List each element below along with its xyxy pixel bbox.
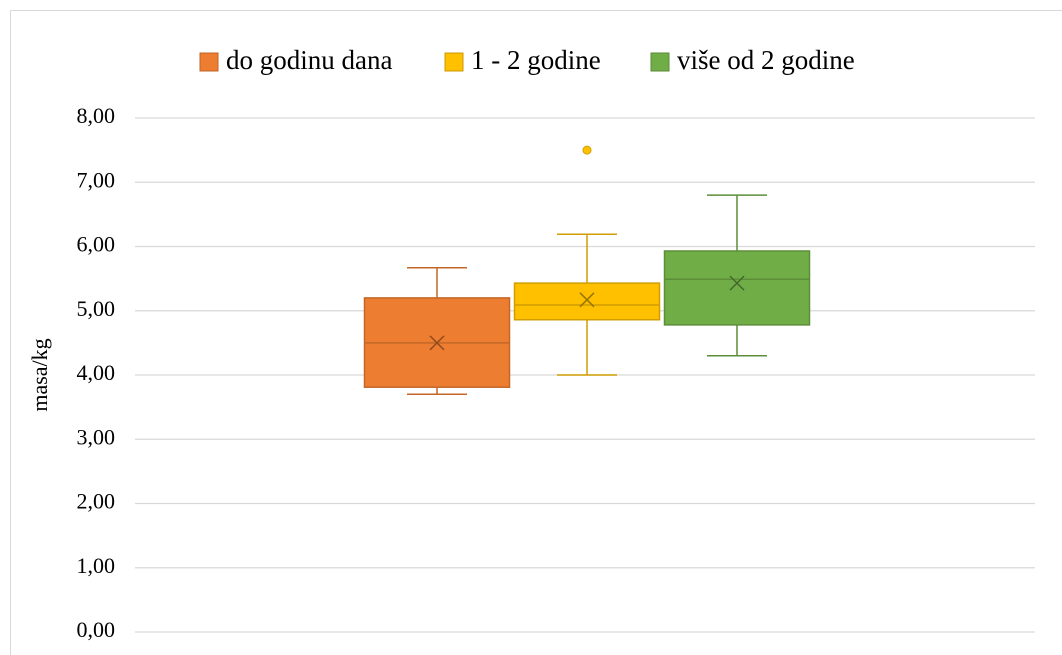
mean-marker: [579, 292, 595, 308]
chart-border: [10, 10, 1062, 655]
y-tick-label: 6,00: [77, 232, 116, 257]
outlier: [582, 145, 592, 155]
y-tick-label: 4,00: [77, 360, 116, 385]
y-axis-title: masa/kg: [27, 338, 52, 411]
legend-swatch: [199, 52, 219, 72]
mean-marker: [429, 335, 445, 351]
y-tick-label: 8,00: [77, 103, 116, 128]
box: [513, 282, 661, 321]
legend-swatch: [444, 52, 464, 72]
y-tick-label: 2,00: [77, 489, 116, 514]
y-tick-label: 1,00: [77, 553, 116, 578]
y-tick-label: 3,00: [77, 424, 116, 449]
mean-marker: [729, 275, 745, 291]
box: [663, 250, 811, 326]
legend-label: 1 - 2 godine: [471, 45, 601, 75]
y-tick-label: 7,00: [77, 167, 116, 192]
legend-swatch: [650, 52, 670, 72]
legend-label: više od 2 godine: [677, 45, 855, 75]
y-tick-label: 5,00: [77, 296, 116, 321]
y-tick-label: 0,00: [77, 617, 116, 642]
legend-label: do godinu dana: [226, 45, 392, 75]
